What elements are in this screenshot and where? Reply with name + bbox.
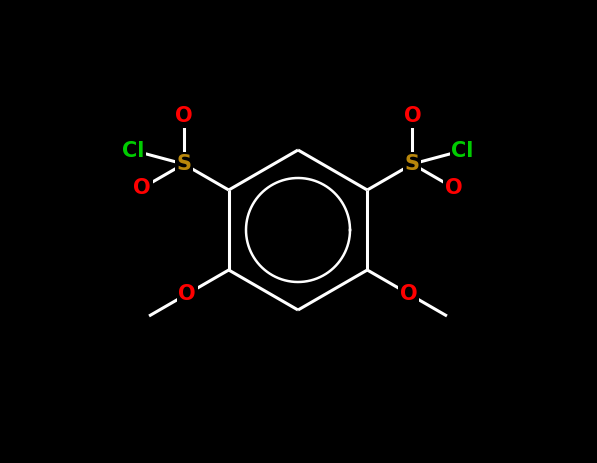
Text: O: O <box>445 178 463 198</box>
Text: O: O <box>133 178 151 198</box>
Text: O: O <box>179 284 196 304</box>
Text: Cl: Cl <box>451 141 474 161</box>
Text: S: S <box>176 154 191 174</box>
Text: O: O <box>400 284 418 304</box>
Text: O: O <box>404 106 421 126</box>
Text: S: S <box>405 154 420 174</box>
Text: Cl: Cl <box>122 141 144 161</box>
Text: O: O <box>175 106 192 126</box>
